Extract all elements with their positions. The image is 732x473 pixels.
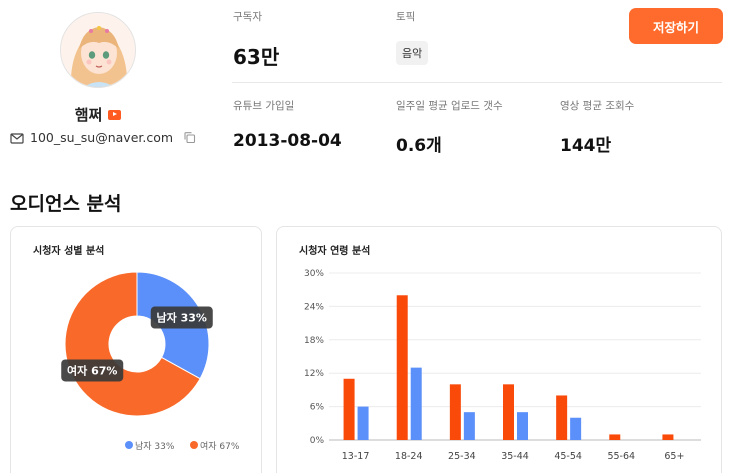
- x-tick-label-5: 55-64: [607, 451, 635, 462]
- bar-25-34-s0[interactable]: [449, 384, 461, 440]
- y-tick-label-3: 18%: [304, 336, 324, 346]
- copy-icon[interactable]: [183, 131, 196, 144]
- x-tick-label-0: 13-17: [342, 451, 370, 462]
- legend-item-1[interactable]: 여자 67%: [190, 440, 240, 452]
- youtube-icon[interactable]: [108, 109, 122, 120]
- topic-label: 토픽: [396, 11, 416, 23]
- gender-card: 시청자 성별 분석 남자 33% 여자 67% 남자 33% 여자 67%: [10, 226, 262, 473]
- channel-avatar: [60, 12, 136, 88]
- x-tick-label-1: 18-24: [395, 451, 423, 462]
- svg-text:남자 33%: 남자 33%: [157, 311, 207, 325]
- y-tick-label-0: 0%: [310, 436, 325, 446]
- avg-views-label: 영상 평균 조회수: [560, 100, 635, 112]
- age-chart-title: 시청자 연령 분석: [299, 246, 371, 257]
- bar-18-24-s0[interactable]: [396, 295, 408, 440]
- age-bar-chart: 0% 6% 12% 18% 24% 30% 13-17 18-24 25-34 35-44 45-5…: [304, 269, 701, 462]
- section-title: 오디언스 분석: [10, 193, 122, 215]
- x-tick-label-6: 65+: [664, 451, 684, 462]
- y-tick-label-5: 30%: [304, 269, 324, 279]
- avg-views-value: 144만: [560, 136, 612, 156]
- topic-badge: 음악: [396, 41, 429, 65]
- bar-65+-s0[interactable]: [662, 434, 674, 440]
- y-tick-label-2: 12%: [304, 369, 324, 379]
- gender-chart-title: 시청자 성별 분석: [33, 246, 105, 257]
- bar-55-64-s0[interactable]: [609, 434, 621, 440]
- svg-text:여자 67%: 여자 67%: [67, 363, 117, 377]
- bar-45-54-s1[interactable]: [570, 417, 582, 440]
- legend-item-0[interactable]: 남자 33%: [125, 441, 175, 452]
- gender-donut-chart: 남자 33% 여자 67% 남자 33% 여자 67%: [61, 271, 240, 452]
- weekly-uploads-value: 0.6개: [396, 136, 442, 156]
- bar-35-44-s1[interactable]: [517, 412, 528, 440]
- joined-value: 2013-08-04: [233, 131, 342, 151]
- bar-13-17-s1[interactable]: [357, 406, 369, 440]
- stats-divider: [232, 82, 722, 83]
- subscribers-value: 63만: [233, 45, 280, 69]
- svg-text:여자 67%: 여자 67%: [200, 440, 240, 452]
- bar-13-17-s0[interactable]: [343, 378, 355, 440]
- channel-name-row: 햄쩌: [0, 104, 196, 125]
- pie-slice-label-0: 남자 33%: [150, 306, 213, 329]
- pie-slice-label-1: 여자 67%: [61, 359, 124, 382]
- subscribers-label: 구독자: [233, 11, 262, 23]
- bar-35-44-s0[interactable]: [503, 384, 514, 440]
- y-tick-label-1: 6%: [310, 403, 325, 413]
- x-tick-label-3: 35-44: [501, 451, 529, 462]
- x-tick-label-4: 45-54: [554, 451, 582, 462]
- svg-text:남자 33%: 남자 33%: [135, 441, 175, 452]
- save-button[interactable]: 저장하기: [629, 8, 723, 44]
- joined-label: 유튜브 가입일: [233, 100, 295, 112]
- weekly-uploads-label: 일주일 평균 업로드 갯수: [396, 100, 503, 112]
- age-card: 시청자 연령 분석 0% 6% 12% 18% 24% 30% 13-17 18-24 25-3…: [276, 226, 722, 473]
- y-tick-label-4: 24%: [304, 302, 324, 312]
- channel-name: 햄쩌: [74, 106, 103, 124]
- email-row: 100_su_su@naver.com: [10, 130, 196, 145]
- bar-45-54-s0[interactable]: [556, 395, 568, 440]
- mail-icon: [10, 132, 24, 144]
- bar-18-24-s1[interactable]: [410, 367, 422, 440]
- bar-25-34-s1[interactable]: [463, 412, 475, 440]
- channel-email: 100_su_su@naver.com: [30, 130, 174, 145]
- x-tick-label-2: 25-34: [448, 451, 476, 462]
